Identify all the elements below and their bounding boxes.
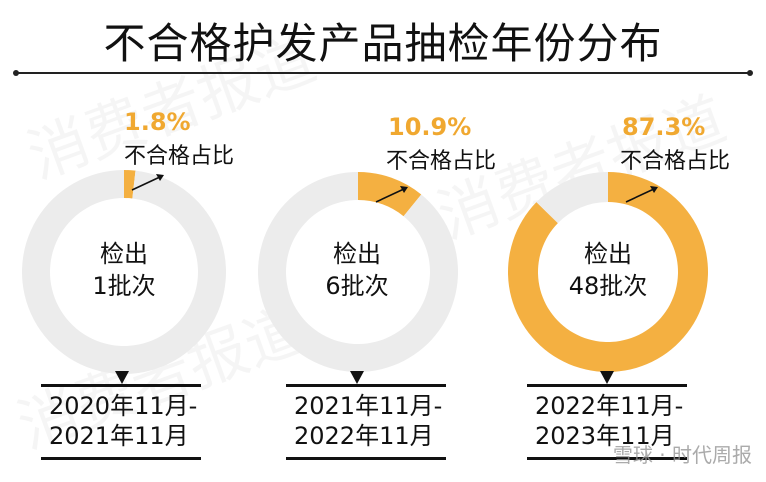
- arrowhead-icon: [650, 186, 658, 193]
- pct-label-3: 87.3%: [622, 113, 706, 141]
- page-title: 不合格护发产品抽检年份分布: [103, 19, 663, 68]
- footer-watermark: 雪球 · 时代周报: [612, 443, 752, 467]
- donut-slice-unqualified: [508, 172, 708, 372]
- series-label-2: 不合格占比: [386, 149, 497, 174]
- center-label-3: 检出 48批次: [568, 240, 648, 300]
- down-arrow-icon: [600, 371, 614, 384]
- period-1: 2020年11月- 2021年11月: [41, 384, 201, 460]
- series-label-1: 不合格占比: [124, 144, 235, 169]
- pointer-arrow-icon: [375, 187, 407, 203]
- down-arrow-icon: [350, 371, 364, 384]
- pct-label-2: 10.9%: [388, 113, 472, 141]
- pct-label-1: 1.8%: [124, 108, 191, 136]
- center-label-2: 检出 6批次: [325, 240, 389, 300]
- arrowhead-icon: [156, 174, 164, 181]
- pointer-arrow-icon: [131, 175, 163, 191]
- donut-slice-rest: [536, 172, 608, 224]
- center-label-1: 检出 1批次: [92, 240, 156, 300]
- donut-slice-unqualified: [124, 170, 136, 199]
- title-divider: [13, 70, 753, 76]
- period-2: 2021年11月- 2022年11月: [286, 384, 446, 460]
- period-3: 2022年11月- 2023年11月: [527, 384, 687, 460]
- series-label-3: 不合格占比: [620, 149, 731, 174]
- donut-slice-unqualified: [358, 172, 422, 217]
- arrowhead-icon: [400, 186, 408, 193]
- down-arrow-icon: [115, 371, 129, 384]
- pointer-arrow-icon: [625, 187, 657, 203]
